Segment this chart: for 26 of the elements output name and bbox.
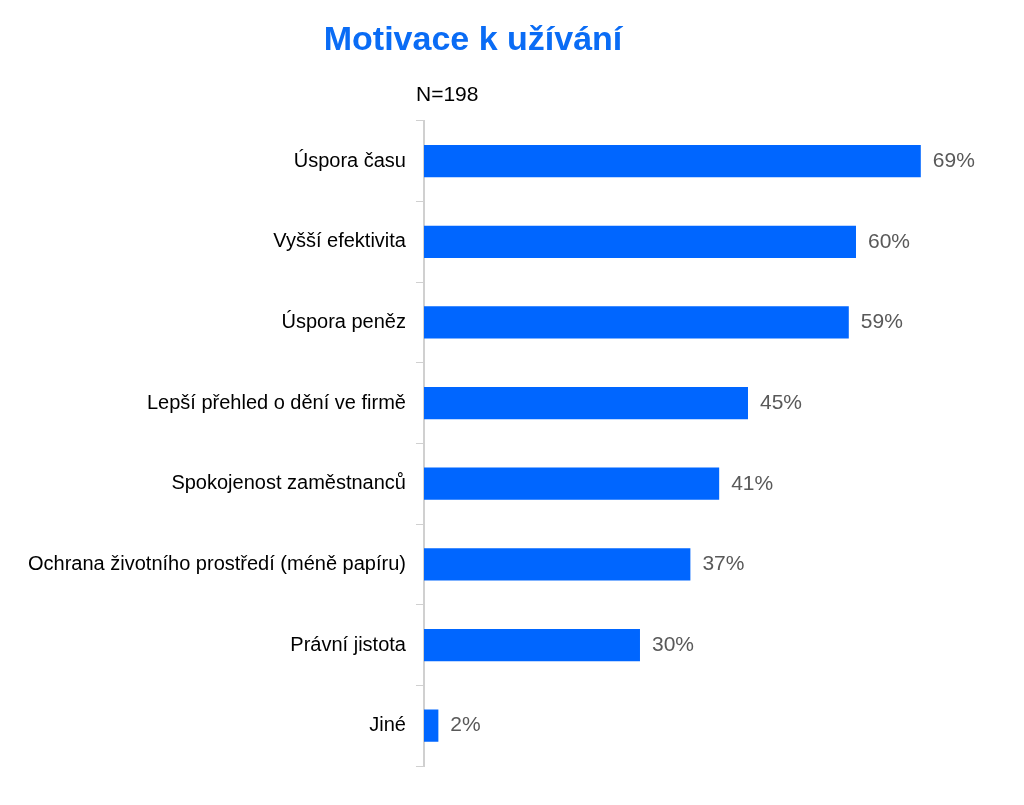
y-tick-label: Ochrana životního prostředí (méně papíru) [28, 551, 406, 574]
y-tick-label: Právní jistota [290, 632, 407, 655]
data-label: 60% [868, 228, 911, 252]
data-label: 69% [932, 147, 975, 171]
data-label: 41% [731, 470, 774, 494]
bar [423, 306, 849, 339]
y-tick-label: Lepší přehled o dění ve firmě [146, 390, 406, 413]
bar [423, 548, 691, 581]
y-tick-label: Úspora času [293, 148, 406, 171]
bar [423, 225, 856, 258]
y-tick-label: Jiné [369, 713, 406, 736]
y-tick-label: Spokojenost zaměstnanců [171, 471, 406, 494]
bar [423, 145, 921, 178]
bar [423, 709, 439, 742]
chart-title: Motivace k užívání [323, 18, 624, 57]
data-label: 45% [759, 389, 803, 413]
y-tick-label: Vyšší efektivita [273, 229, 407, 252]
chart-subtitle: N=198 [415, 81, 479, 105]
y-tick-label: Úspora peněz [281, 309, 406, 332]
data-label: 37% [702, 551, 745, 575]
data-label: 30% [651, 631, 695, 655]
data-label: 59% [860, 309, 903, 333]
bar [423, 628, 640, 662]
bar [423, 467, 720, 500]
bar [423, 386, 748, 420]
data-label: 2% [450, 712, 481, 736]
